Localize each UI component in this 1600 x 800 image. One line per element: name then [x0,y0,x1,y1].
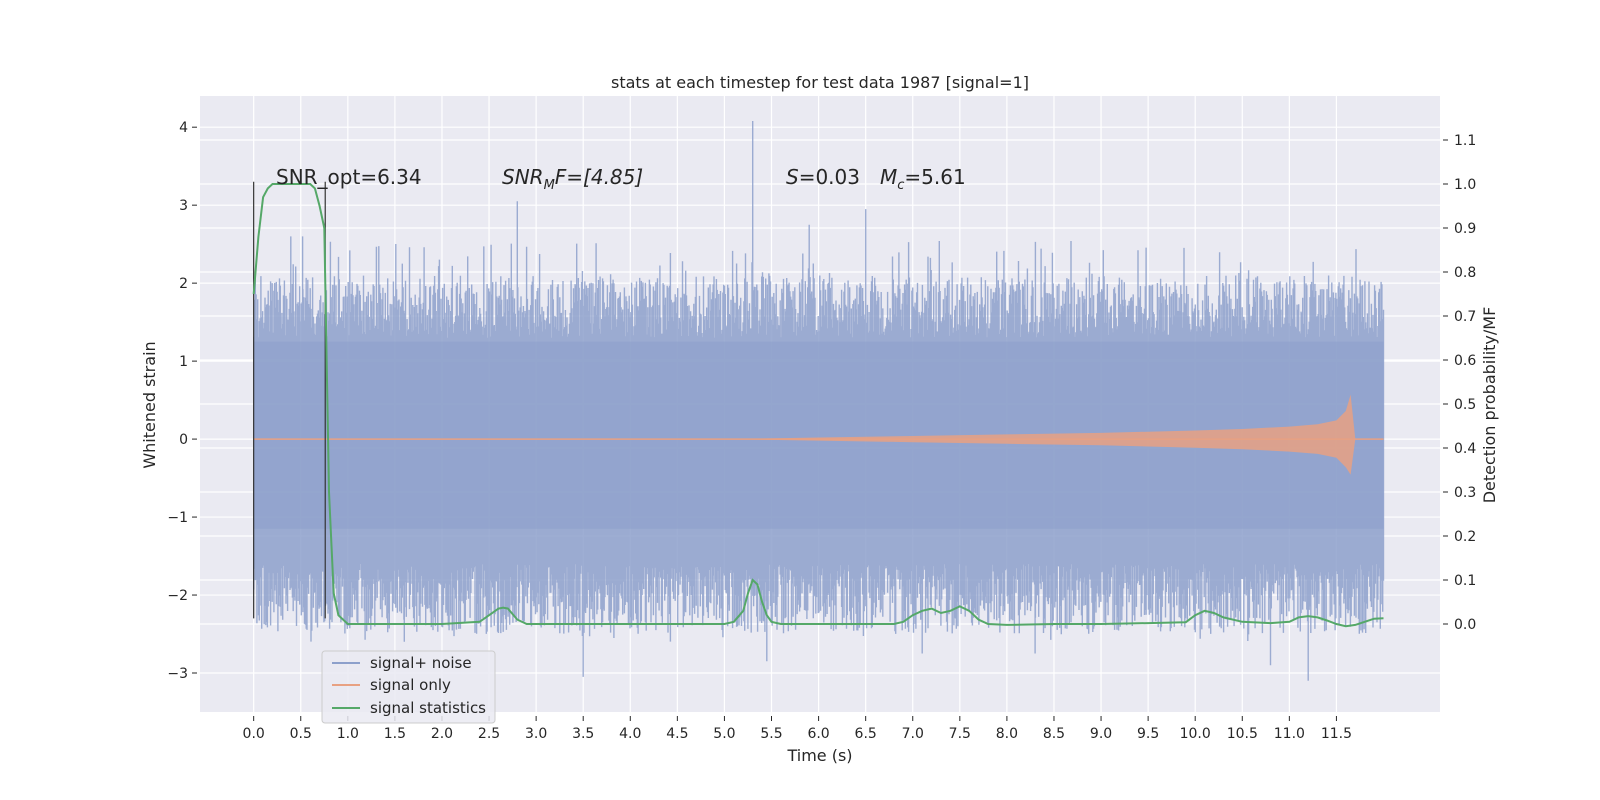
snr-mf-subscript: M [544,178,555,193]
x-axis-label: Time (s) [786,746,852,765]
x-tick-label: 2.0 [431,726,453,742]
legend: signal+ noise signal only signal statist… [321,650,496,724]
legend-box [321,650,496,724]
y-tick-label-right: 0.1 [1454,573,1476,589]
x-tick-label: 0.0 [243,726,265,742]
x-tick-label: 0.5 [290,726,312,742]
s-symbol: S [786,165,799,189]
x-tick-label: 10.0 [1180,726,1211,742]
snr-mf-suffix-f: F=[4.85] [555,165,643,189]
axis-ticks: 0.0 0.5 1.0 1.5 2.0 2.5 3.0 3.5 4.0 4.5 5.0 5.5 6.0 6… [167,120,1476,742]
y-tick-label-left: 1 [179,354,188,370]
x-tick-label: 11.5 [1321,726,1352,742]
x-tick-label: 10.5 [1227,726,1258,742]
y-tick-label-left: −1 [167,510,188,526]
snr-opt-annotation: SNR_opt=6.34 [276,165,422,189]
x-tick-label: 1.5 [384,726,406,742]
legend-label-signal-noise: signal+ noise [370,654,472,672]
chart-title: stats at each timestep for test data 198… [611,73,1029,92]
x-tick-label: 6.0 [807,726,829,742]
s-value: =0.03 [799,165,860,189]
signal-statistics-line [252,183,1384,628]
signal-statistics-series [252,183,1384,628]
snr-mf-prefix: SNR [502,165,544,189]
x-tick-label: 9.5 [1137,726,1159,742]
y-axis-label-left: Whitened strain [140,341,159,468]
y-tick-label-right: 1.0 [1454,177,1476,193]
x-tick-label: 9.0 [1090,726,1112,742]
x-tick-label: 7.0 [902,726,924,742]
x-tick-label: 5.5 [760,726,782,742]
y-tick-label-right: 0.7 [1454,309,1476,325]
x-tick-label: 5.0 [713,726,735,742]
x-tick-label: 8.5 [1043,726,1065,742]
y-tick-label-left: 3 [179,198,188,214]
x-tick-label: 4.5 [666,726,688,742]
y-tick-label-right: 0.6 [1454,353,1476,369]
x-tick-label: 1.0 [337,726,359,742]
y-tick-label-right: 0.5 [1454,397,1476,413]
x-tick-label: 7.5 [949,726,971,742]
y-tick-label-left: 4 [179,120,188,136]
y-tick-label-right: 0.0 [1454,617,1476,633]
y-tick-label-right: 1.1 [1454,133,1476,149]
legend-label-signal-statistics: signal statistics [370,699,486,717]
y-tick-label-right: 0.9 [1454,221,1476,237]
mc-annotation: Mc=5.61 [880,165,966,193]
legend-label-signal-only: signal only [370,676,451,694]
y-tick-label-right: 0.8 [1454,265,1476,281]
y-tick-label-right: 0.3 [1454,485,1476,501]
signal-only-band [253,394,1384,475]
x-tick-label: 3.0 [525,726,547,742]
y-tick-label-left: −3 [167,666,188,682]
mc-subscript: c [897,178,904,193]
x-tick-label: 3.5 [572,726,594,742]
x-tick-label: 6.5 [855,726,877,742]
y-tick-label-right: 0.2 [1454,529,1476,545]
y-tick-label-left: −2 [167,588,188,604]
s-annotation: S=0.03 [786,165,860,189]
snr-mf-annotation: SNRMF=[4.85] [502,165,643,193]
y-tick-label-left: 0 [179,432,188,448]
y-tick-label-left: 2 [179,276,188,292]
mc-value: =5.61 [904,165,965,189]
x-tick-label: 8.0 [996,726,1018,742]
mc-symbol: M [880,165,897,189]
y-tick-label-right: 0.4 [1454,441,1476,457]
signal-only-series [253,394,1384,475]
x-tick-label: 11.0 [1274,726,1305,742]
x-tick-label: 2.5 [478,726,500,742]
x-tick-label: 4.0 [619,726,641,742]
y-axis-label-right: Detection probability/MF [1480,307,1499,504]
